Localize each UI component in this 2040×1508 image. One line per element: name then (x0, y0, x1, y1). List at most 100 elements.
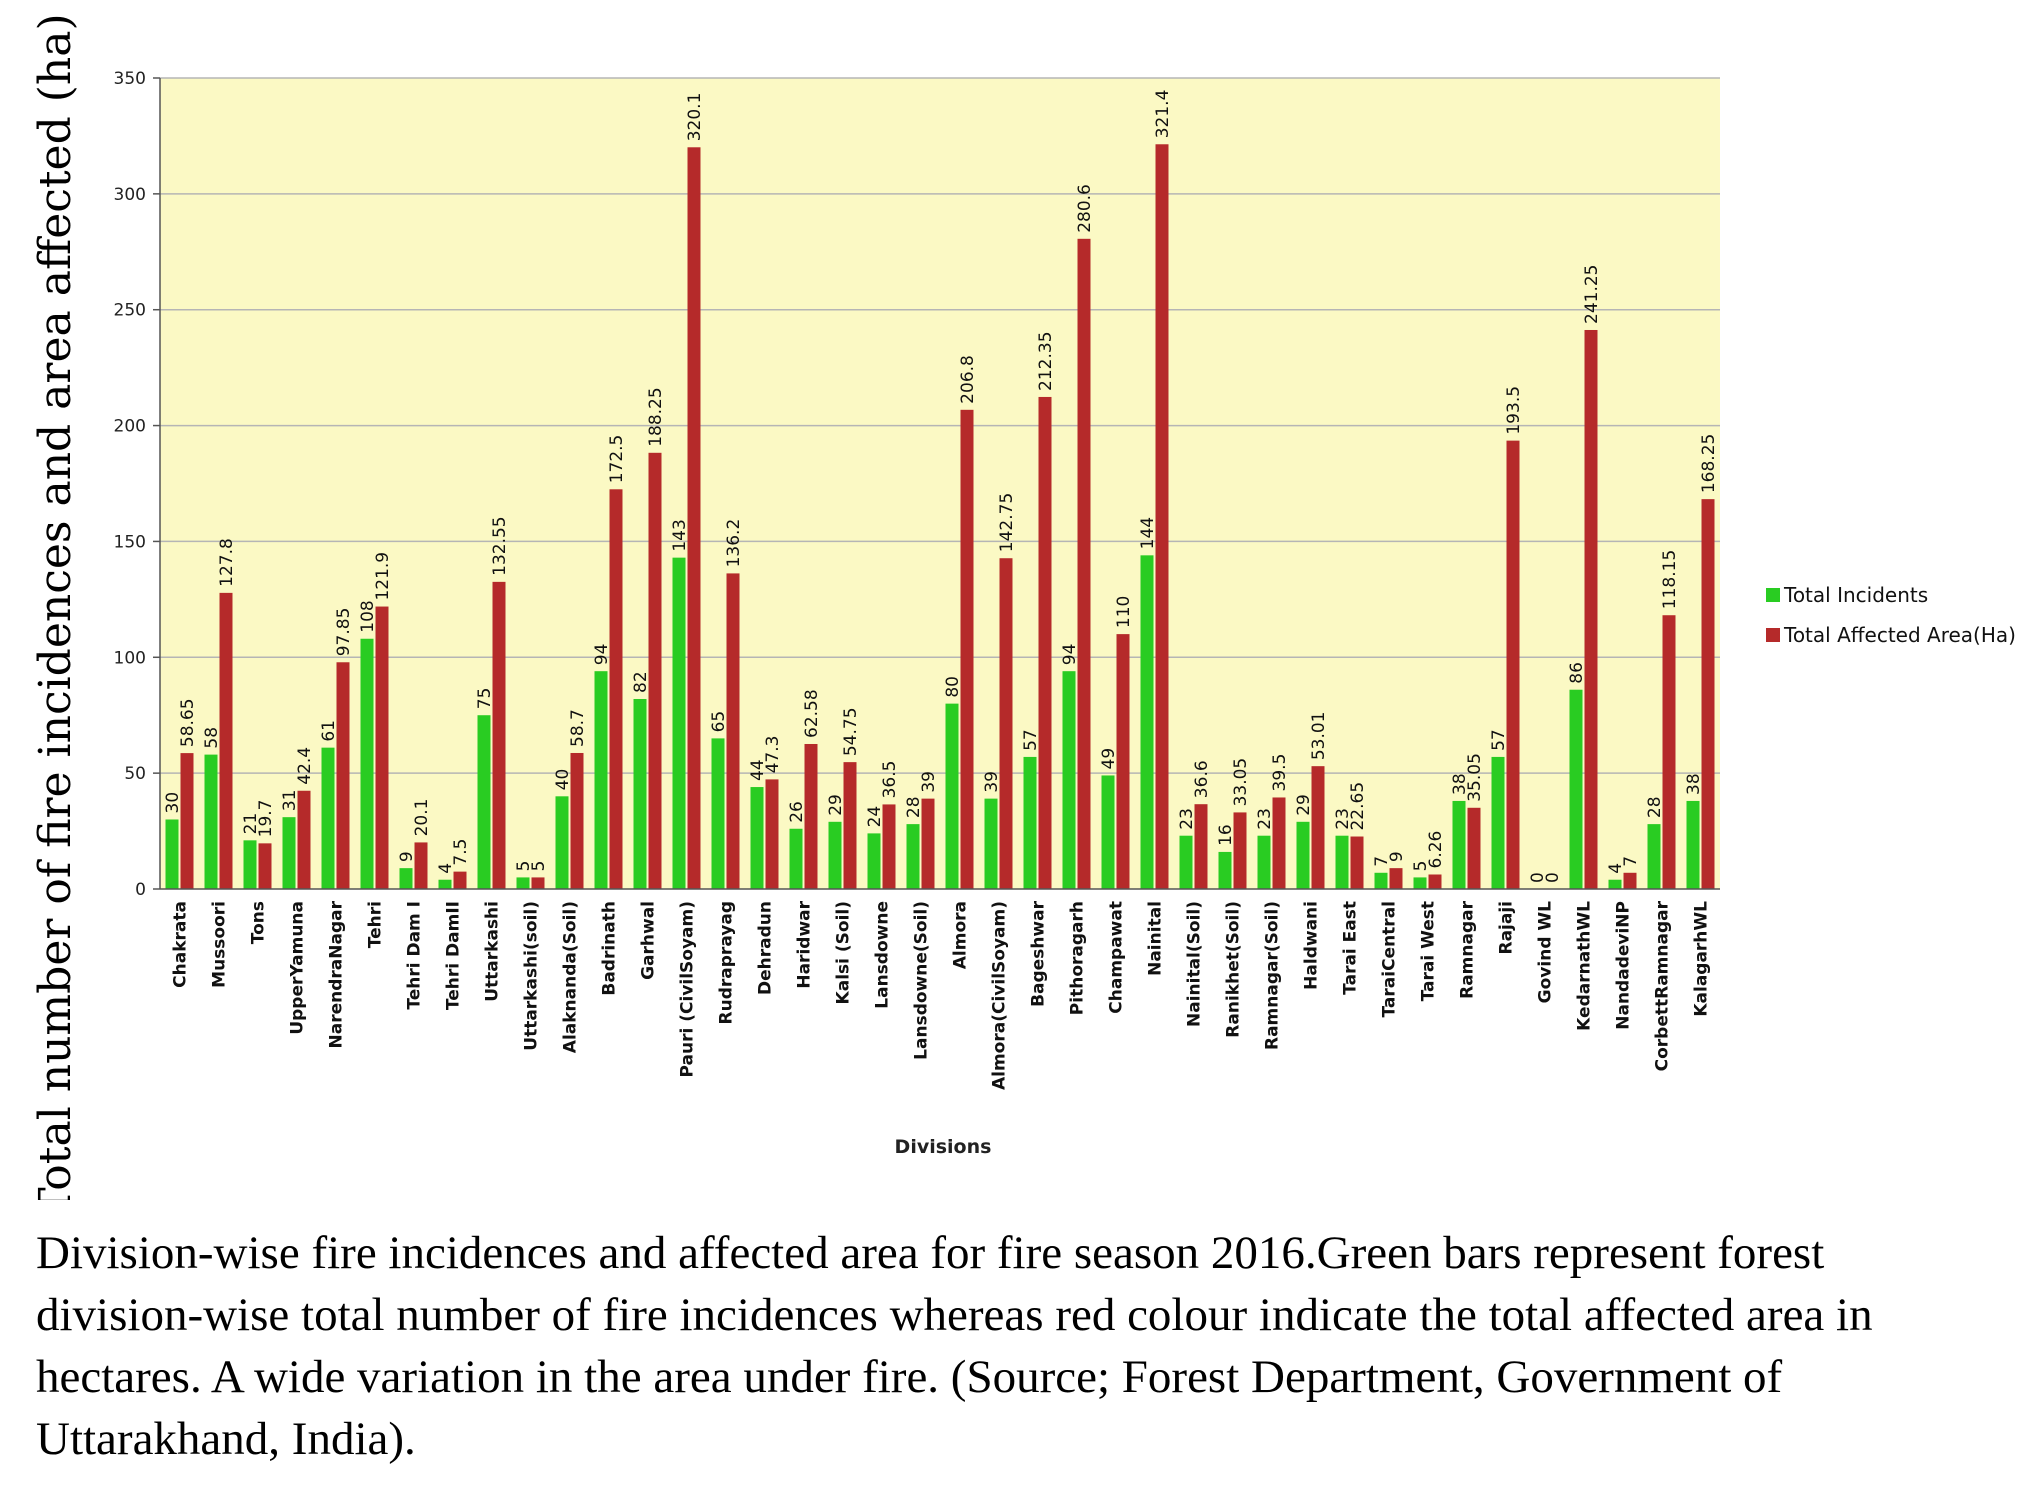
area-data-label: 20.1 (412, 799, 432, 837)
area-bar (1272, 797, 1286, 889)
area-data-label: 168.25 (1699, 434, 1719, 493)
x-tick-label: Garhwal (639, 901, 659, 980)
incidents-data-label: 23 (1333, 808, 1353, 830)
incidents-data-label: 57 (1489, 729, 1509, 751)
x-tick-label: Almora (951, 901, 971, 969)
incidents-data-label: 28 (1645, 796, 1665, 818)
area-data-label: 39 (919, 771, 939, 793)
y-tick-label: 100 (114, 648, 146, 668)
y-tick-label: 350 (114, 69, 146, 89)
area-data-label: 36.5 (880, 761, 900, 799)
area-data-label: 127.8 (217, 538, 237, 587)
x-axis-categories: Chakrata Mussoori Tons UpperYamuna NarendraN… (171, 900, 1712, 1090)
area-bar (687, 147, 701, 889)
area-data-label: 42.4 (295, 747, 315, 785)
incidents-bar (867, 833, 881, 889)
x-tick-label: Nainital(Soil) (1185, 901, 1205, 1027)
area-data-label: 7 (1621, 856, 1641, 867)
legend-label-area: Total Affected Area(Ha) (1783, 623, 2016, 647)
area-bar (1077, 238, 1091, 890)
incidents-bar (945, 703, 959, 889)
x-tick-label: CorbettRamnagar (1653, 900, 1673, 1071)
figure-caption: Division-wise fire incidences and affect… (36, 1227, 1873, 1465)
incidents-bar (477, 715, 491, 889)
incidents-data-label: 40 (553, 769, 573, 791)
x-tick-label: NandadeviNP (1614, 901, 1634, 1030)
incidents-bar (204, 754, 218, 889)
gridlines (160, 77, 1720, 774)
incidents-data-label: 82 (631, 671, 651, 693)
incidents-data-label: 9 (397, 851, 417, 862)
x-tick-label: Chakrata (171, 901, 191, 988)
incidents-data-label: 38 (1684, 773, 1704, 795)
x-tick-label: UpperYamuna (288, 901, 308, 1035)
legend: Total Incidents Total Affected Area(Ha) (1766, 583, 2016, 647)
x-axis-title: Divisions (895, 1136, 992, 1158)
x-tick-label: Dehradun (756, 901, 776, 995)
incidents-bar (360, 638, 374, 889)
incidents-data-label: 29 (1294, 794, 1314, 816)
area-bar (219, 592, 233, 889)
area-data-label: 62.58 (802, 689, 822, 738)
incidents-bar (1686, 800, 1700, 889)
x-tick-label: Rajaji (1497, 901, 1517, 955)
incidents-bar (1647, 824, 1661, 889)
incidents-data-label: 5 (514, 861, 534, 872)
x-tick-label: Nainital (1146, 901, 1166, 976)
x-tick-label: Kalsi (Soil) (834, 901, 854, 1004)
incidents-bar (1452, 800, 1466, 889)
area-bar (258, 843, 272, 889)
area-data-label: 58.65 (178, 698, 198, 747)
area-data-label: 206.8 (958, 355, 978, 404)
incidents-data-label: 4 (436, 863, 456, 874)
incidents-bar (399, 868, 413, 889)
x-tick-label: Tarai East (1341, 901, 1361, 995)
x-tick-label: Lansdowne (873, 901, 893, 1009)
area-bar (570, 752, 584, 889)
x-tick-label: Bageshwar (1029, 900, 1049, 1007)
x-tick-label: Alaknanda(Soil) (561, 901, 581, 1053)
bars (165, 144, 1715, 890)
incidents-data-label: 21 (241, 813, 261, 835)
plot-area (160, 78, 1720, 889)
incidents-data-label: 61 (319, 720, 339, 742)
incidents-data-label: 26 (787, 801, 807, 823)
incidents-data-label: 39 (982, 771, 1002, 793)
incidents-bar (243, 840, 257, 889)
area-bar (1506, 440, 1520, 889)
incidents-data-label: 49 (1099, 748, 1119, 770)
area-bar (1584, 329, 1598, 890)
incidents-data-label: 30 (163, 792, 183, 814)
y-tick-label: 250 (114, 301, 146, 321)
incidents-data-label: 80 (943, 676, 963, 698)
incidents-data-label: 86 (1567, 662, 1587, 684)
incidents-bar (1023, 756, 1037, 889)
incidents-bar (321, 747, 335, 889)
y-axis-ticks: 0 50 100 150 200 250 300 350 (114, 69, 160, 900)
y-tick-label: 200 (114, 417, 146, 437)
incidents-bar (1413, 877, 1427, 889)
area-bar (1116, 634, 1130, 889)
y-tick-label: 300 (114, 185, 146, 205)
incidents-bar (1335, 835, 1349, 889)
area-data-label: 0 (1543, 872, 1563, 883)
incidents-data-label: 23 (1177, 808, 1197, 830)
incidents-bar (1062, 671, 1076, 889)
area-data-label: 7.5 (451, 839, 471, 866)
x-tick-label: Haldwani (1302, 901, 1322, 990)
area-bar (765, 779, 779, 889)
x-tick-label: Mussoori (210, 901, 230, 988)
x-tick-label: Rudraprayag (717, 901, 737, 1024)
area-bar (843, 762, 857, 889)
area-data-label: 241.25 (1582, 265, 1602, 324)
incidents-data-label: 94 (1060, 644, 1080, 666)
incidents-bar (633, 698, 647, 889)
area-data-label: 53.01 (1309, 711, 1329, 760)
incidents-data-label: 23 (1255, 808, 1275, 830)
y-tick-label: 150 (114, 532, 146, 552)
incidents-bar (1296, 821, 1310, 889)
incidents-bar (1491, 756, 1505, 889)
x-tick-label: Uttarkashi(soil) (522, 901, 542, 1051)
incidents-bar (1101, 775, 1115, 889)
